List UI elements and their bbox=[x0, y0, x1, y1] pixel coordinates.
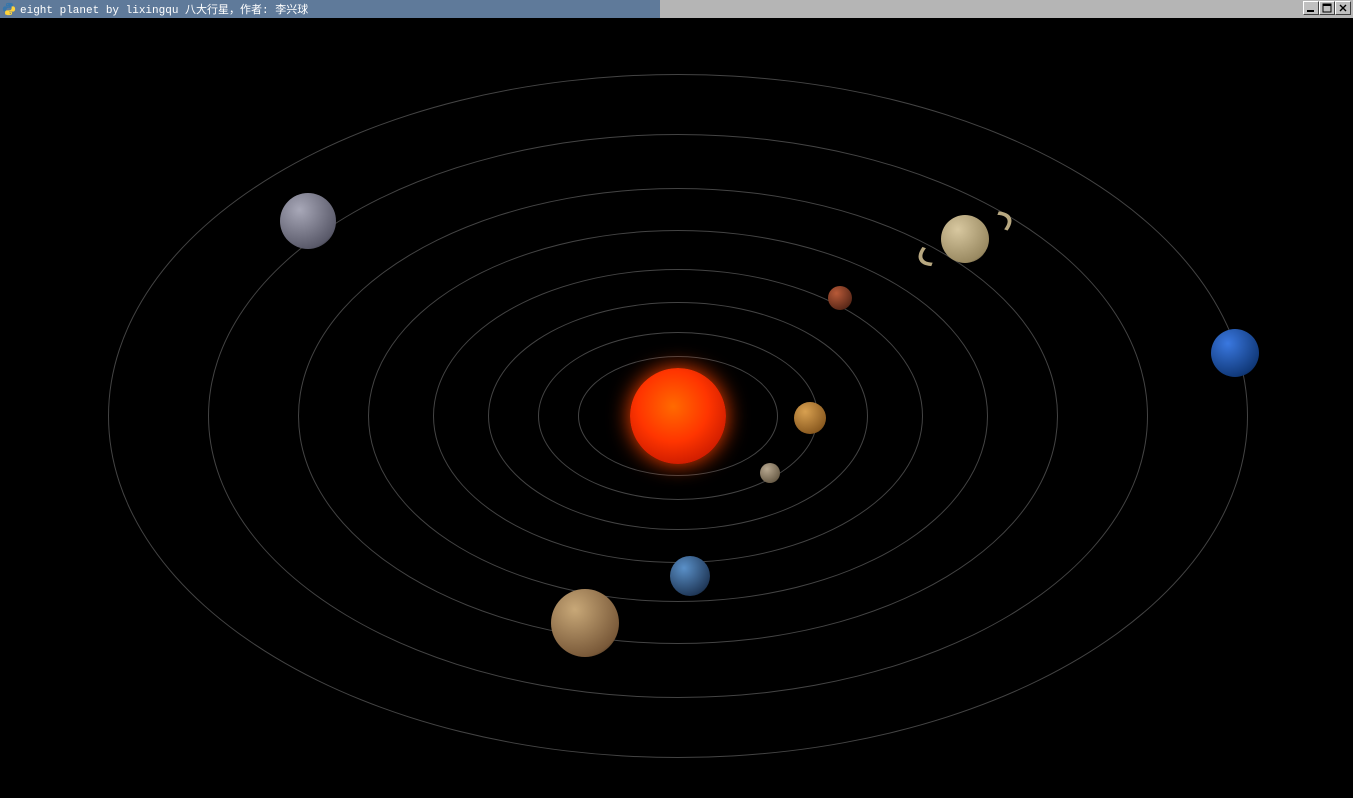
close-button[interactable] bbox=[1335, 1, 1351, 15]
sun bbox=[630, 368, 726, 464]
close-icon bbox=[1338, 3, 1348, 13]
maximize-icon bbox=[1322, 3, 1332, 13]
titlebar-inactive-region bbox=[660, 0, 1353, 18]
planet-venus bbox=[794, 402, 826, 434]
solar-system-diagram bbox=[0, 18, 1353, 798]
python-icon bbox=[2, 2, 16, 16]
planet-mars bbox=[828, 286, 852, 310]
planet-mercury bbox=[760, 463, 780, 483]
planet-earth bbox=[670, 556, 710, 596]
planet-neptune bbox=[1211, 329, 1259, 377]
planet-jupiter bbox=[551, 589, 619, 657]
window-controls bbox=[1303, 1, 1351, 15]
maximize-button[interactable] bbox=[1319, 1, 1335, 15]
titlebar-active-region[interactable]: eight planet by lixingqu 八大行星，作者: 李兴球 bbox=[0, 0, 660, 18]
content-area bbox=[0, 18, 1353, 798]
planet-uranus bbox=[280, 193, 336, 249]
planet-saturn bbox=[941, 215, 989, 263]
minimize-button[interactable] bbox=[1303, 1, 1319, 15]
titlebar: eight planet by lixingqu 八大行星，作者: 李兴球 bbox=[0, 0, 1353, 18]
window-title: eight planet by lixingqu 八大行星，作者: 李兴球 bbox=[20, 1, 308, 17]
minimize-icon bbox=[1306, 3, 1316, 13]
